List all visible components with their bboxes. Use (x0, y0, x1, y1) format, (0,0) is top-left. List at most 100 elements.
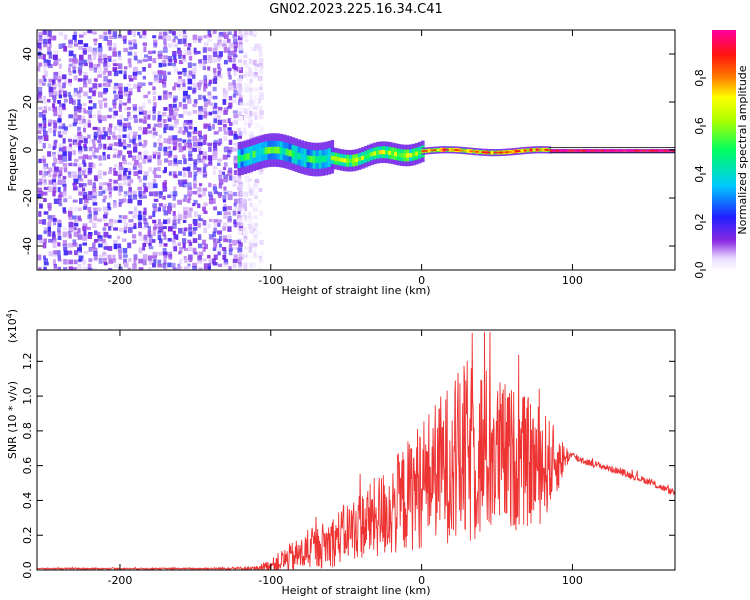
heatmap-cell (138, 35, 143, 39)
heatmap-cell (102, 251, 107, 256)
heatmap-cell (198, 150, 203, 155)
heatmap-cell (137, 134, 142, 141)
heatmap-cell (102, 171, 107, 176)
heatmap-cell (247, 63, 252, 70)
heatmap-cell (47, 202, 52, 209)
heatmap-cell (87, 123, 92, 128)
y-tick-label: -40 (21, 237, 34, 255)
heatmap-cell (48, 91, 54, 98)
heatmap-cell (177, 266, 183, 270)
heatmap-cell (582, 149, 587, 152)
heatmap-cell (47, 151, 52, 157)
heatmap-cell (232, 99, 237, 104)
heatmap-cell (87, 95, 92, 100)
heatmap-cell (228, 175, 233, 181)
heatmap-cell (78, 255, 84, 262)
heatmap-cell (192, 39, 198, 43)
heatmap-cell (122, 126, 127, 132)
heatmap-cell (212, 154, 218, 161)
heatmap-cell (217, 238, 221, 244)
heatmap-cell (62, 243, 68, 247)
heatmap-cell (58, 126, 64, 130)
heatmap-cell (218, 183, 223, 189)
x-tick-label: -100 (258, 574, 283, 587)
heatmap-cell (78, 198, 83, 204)
heatmap-cell (238, 222, 244, 227)
heatmap-cell (133, 223, 137, 229)
heatmap-cell (228, 102, 233, 108)
heatmap-cell (217, 191, 223, 196)
heatmap-cell (152, 183, 158, 189)
heatmap-cell (97, 63, 101, 68)
heatmap-cell (218, 51, 223, 57)
heatmap-cell (561, 149, 566, 152)
heatmap-cell (213, 222, 219, 227)
heatmap-cell (92, 163, 96, 169)
heatmap-cell (178, 146, 184, 153)
heatmap-cell (98, 99, 103, 105)
heatmap-cell (177, 219, 181, 224)
heatmap-cell (57, 179, 63, 185)
heatmap-cell (152, 114, 156, 121)
heatmap-cell (102, 134, 106, 140)
heatmap-cell (253, 183, 259, 188)
heatmap-cell (62, 163, 68, 167)
heatmap-cell (127, 122, 131, 128)
heatmap-cell (152, 131, 158, 136)
heatmap-cell (172, 103, 177, 109)
heatmap-cell (113, 126, 118, 131)
heatmap-cell (639, 149, 644, 152)
heatmap-cell (72, 62, 77, 69)
heatmap-cell (52, 119, 57, 124)
heatmap-cell (97, 139, 102, 143)
heatmap-cell (172, 203, 176, 208)
heatmap-cell (118, 70, 123, 74)
heatmap-cell (177, 179, 183, 185)
heatmap-cell (183, 266, 189, 270)
heatmap-cell (259, 258, 264, 264)
heatmap-cell (38, 78, 43, 85)
heatmap-cell (123, 262, 129, 268)
heatmap-cell (73, 142, 78, 148)
heatmap-cell (228, 266, 232, 270)
heatmap-cell (163, 234, 167, 241)
chart-title: GN02.2023.225.16.34.C41 (269, 2, 443, 17)
heatmap-cell (158, 242, 163, 247)
heatmap-cell (132, 166, 137, 170)
heatmap-cell (53, 130, 57, 137)
heatmap-cell (128, 211, 133, 215)
heatmap-cell (223, 238, 229, 243)
heatmap-cell (187, 86, 192, 90)
heatmap-cell (43, 70, 49, 77)
heatmap-cell (182, 38, 187, 44)
heatmap-cell (38, 35, 43, 41)
heatmap-cell (53, 267, 59, 270)
heatmap-cell (223, 46, 228, 53)
heatmap-cell (218, 175, 223, 180)
heatmap-cell (57, 195, 62, 201)
heatmap-cell (228, 42, 234, 49)
heatmap-cell (83, 31, 87, 36)
y-tick-label: -20 (21, 189, 34, 207)
heatmap-cell (92, 267, 97, 270)
heatmap-cell (254, 122, 260, 128)
heatmap-cell (138, 118, 143, 123)
heatmap-cell (162, 75, 167, 82)
heatmap-cell (132, 263, 137, 270)
heatmap-cell (52, 238, 57, 243)
heatmap-cell (137, 71, 142, 75)
heatmap-cell (203, 227, 208, 234)
heatmap-cell (228, 146, 233, 153)
heatmap-cell (82, 119, 86, 124)
heatmap-cell (38, 138, 42, 144)
heatmap-cell (128, 139, 134, 143)
heatmap-cell (212, 170, 216, 175)
heatmap-cell (117, 171, 123, 176)
heatmap-cell (43, 198, 47, 202)
heatmap-cell (93, 230, 98, 236)
heatmap-cell (92, 182, 96, 189)
heatmap-cell (118, 127, 122, 133)
heatmap-cell (238, 135, 242, 139)
heatmap-cell (102, 187, 108, 194)
